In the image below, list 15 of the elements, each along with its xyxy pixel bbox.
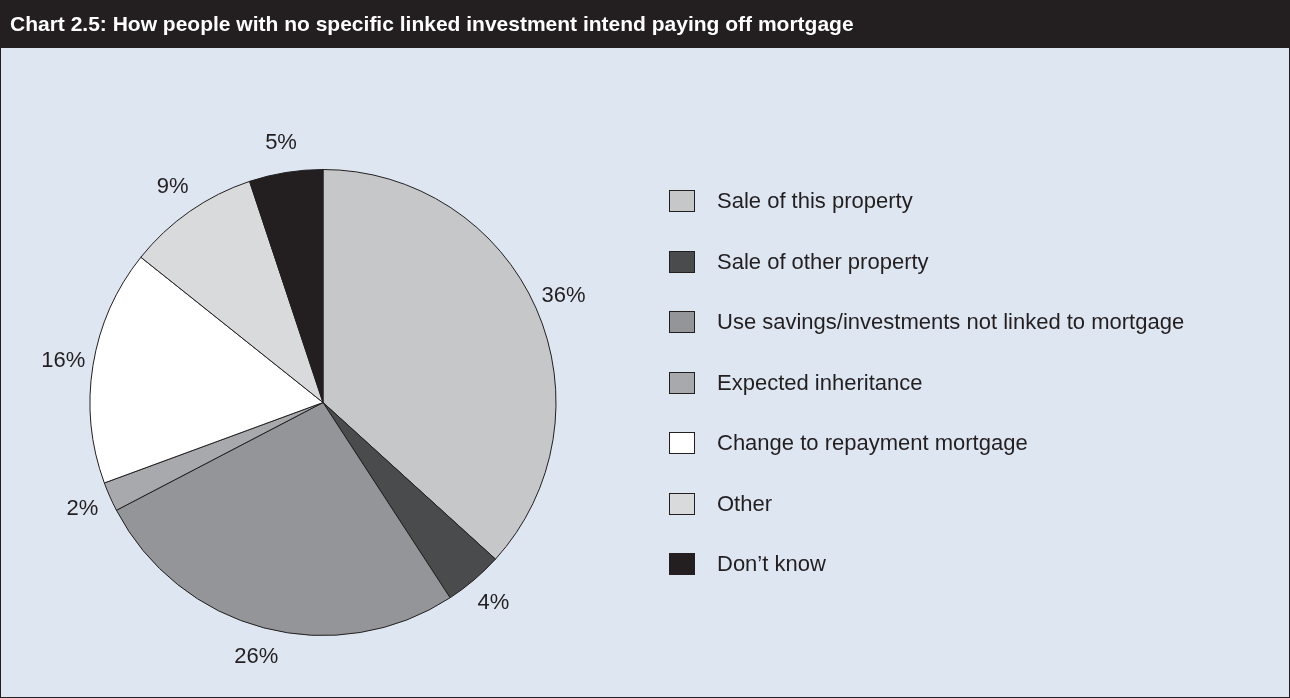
legend-label: Use savings/investments not linked to mortgage [717,309,1185,336]
data-label: 36% [541,282,586,308]
data-label: 2% [66,495,99,521]
legend-label: Don’t know [717,551,826,578]
legend-label: Change to repayment mortgage [717,430,1028,457]
data-label: 26% [234,642,279,668]
data-label: 4% [477,588,510,614]
legend-label: Expected inheritance [717,369,923,396]
legend-label: Sale of other property [717,248,929,275]
chart-title: Chart 2.5: How people with no specific linked investment intend paying off mortgage [10,11,854,36]
data-label: 16% [41,346,86,372]
data-label: 5% [265,128,297,154]
legend-label: Sale of this property [717,188,913,215]
data-label: 9% [156,172,189,198]
legend-label: Other [717,490,773,517]
